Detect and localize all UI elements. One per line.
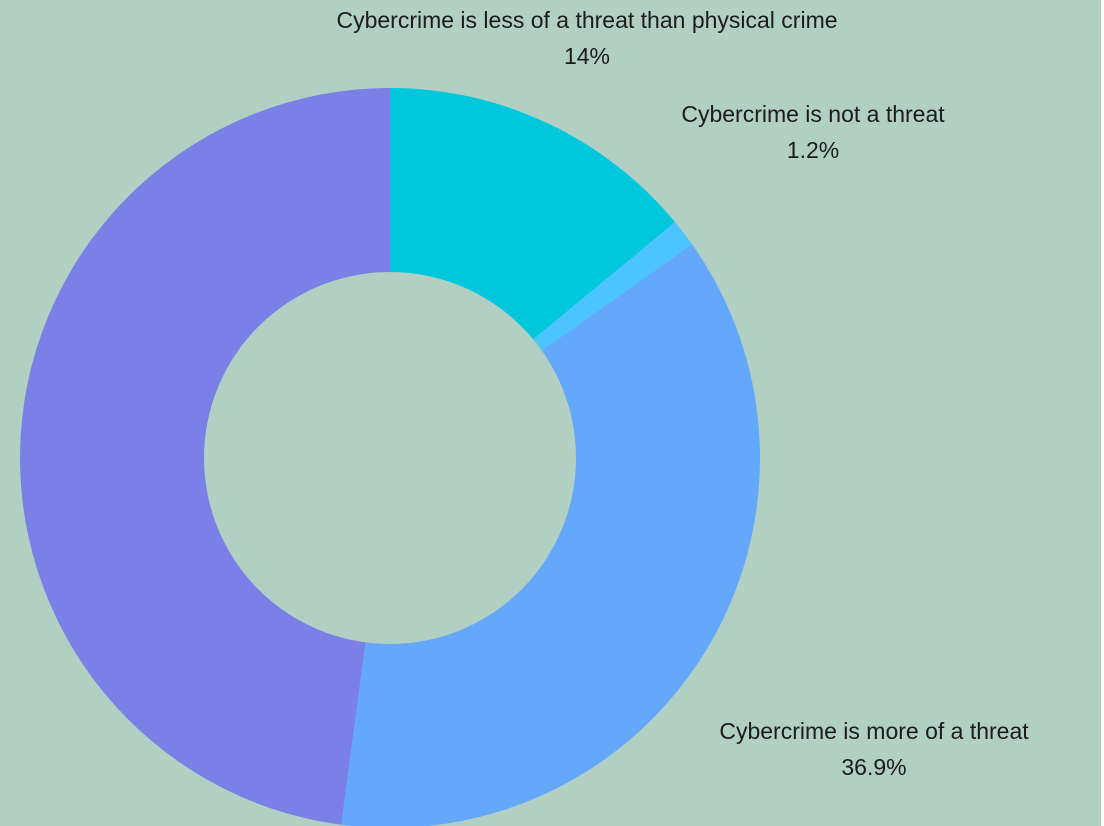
slice-label-value: 14% xyxy=(563,43,611,69)
slice-label-name: Cybercrime is not a threat xyxy=(681,101,945,127)
slice-label-less-threat: Cybercrime is less of a threat than phys… xyxy=(336,2,837,74)
slice-label-more-threat: Cybercrime is more of a threat 36.9% xyxy=(719,713,1028,785)
slice-label-name: Cybercrime is less of a threat than phys… xyxy=(336,7,838,33)
slice-label-value: 1.2% xyxy=(786,137,840,163)
slice-label-value: 36.9% xyxy=(841,754,907,780)
slice-label-not-threat: Cybercrime is not a threat 1.2% xyxy=(681,96,944,168)
frame-edge xyxy=(1101,0,1104,826)
slice-label-name: Cybercrime is more of a threat xyxy=(719,718,1029,744)
donut-hole xyxy=(204,272,576,644)
